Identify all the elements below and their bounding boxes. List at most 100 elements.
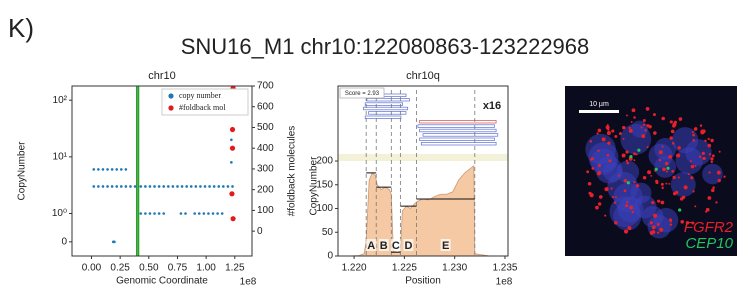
y-tick-label: 10²: [53, 95, 68, 106]
copy-number-point: [184, 212, 187, 215]
fgfr2-signal: [695, 165, 697, 167]
x-axis-label: Genomic Coordinate: [116, 276, 208, 287]
fgfr2-signal: [598, 202, 601, 205]
fgfr2-signal: [643, 124, 645, 126]
fgfr2-signal: [629, 127, 631, 129]
fgfr2-signal: [622, 154, 626, 158]
y2-tick-label: 0: [257, 226, 263, 237]
fgfr2-signal: [588, 192, 591, 195]
copy-number-point: [216, 212, 219, 215]
figure: K) SNU16_M1 chr10:122080863-123222968 ch…: [0, 0, 742, 289]
fgfr2-signal: [661, 183, 664, 186]
copy-number-point: [158, 212, 161, 215]
fgfr2-signal: [657, 200, 660, 203]
y2-tick-label: 400: [257, 143, 274, 154]
fgfr2-signal: [644, 129, 646, 131]
cep10-signal: [627, 181, 630, 184]
probe-label: FGFR2: [684, 219, 734, 236]
y2-tick-label: 300: [257, 164, 274, 175]
y-axis-label: CopyNumber: [17, 141, 28, 201]
fgfr2-signal: [710, 157, 713, 160]
fgfr2-signal: [692, 134, 695, 137]
fgfr2-signal: [632, 211, 635, 214]
fgfr2-signal: [607, 128, 609, 130]
cep10-signal: [655, 168, 658, 171]
fgfr2-signal: [708, 171, 710, 173]
fgfr2-signal: [598, 164, 601, 167]
fgfr2-signal: [710, 139, 713, 142]
copy-number-point: [125, 168, 128, 171]
copy-number-point: [227, 185, 230, 188]
fgfr2-signal: [598, 129, 602, 133]
fgfr2-signal: [712, 154, 715, 157]
fgfr2-signal: [662, 146, 664, 148]
fgfr2-signal: [665, 183, 667, 185]
fgfr2-signal: [586, 170, 589, 173]
fgfr2-signal: [643, 119, 646, 122]
copy-number-point: [125, 185, 128, 188]
read-schematic: [420, 138, 495, 141]
fgfr2-signal: [626, 114, 628, 116]
fgfr2-signal: [615, 196, 617, 198]
fgfr2-signal: [661, 201, 665, 205]
legend-label: copy number: [179, 91, 221, 100]
fgfr2-signal: [695, 127, 697, 129]
fgfr2-signal: [670, 120, 673, 123]
copy-number-point: [120, 168, 123, 171]
fgfr2-signal: [606, 154, 609, 157]
fgfr2-signal: [633, 152, 636, 155]
fgfr2-signal: [636, 184, 639, 187]
x-offset-label: 1e8: [240, 277, 257, 288]
fgfr2-signal: [657, 223, 660, 226]
fgfr2-signal: [653, 214, 657, 218]
fgfr2-signal: [669, 155, 672, 158]
copy-number-point: [199, 185, 202, 188]
fgfr2-signal: [626, 150, 629, 153]
fgfr2-signal: [715, 201, 717, 203]
fgfr2-signal: [608, 159, 611, 162]
fgfr2-signal: [595, 206, 599, 210]
scale-bar: [579, 110, 619, 113]
copy-number-point: [221, 212, 224, 215]
fgfr2-signal: [624, 179, 627, 182]
fgfr2-signal: [624, 189, 627, 192]
y2-tick-label: 200: [257, 184, 274, 195]
x-tick-label: 1.225: [392, 263, 417, 274]
fgfr2-signal: [711, 161, 713, 163]
fgfr2-signal: [599, 195, 603, 199]
read-schematic: [365, 116, 401, 119]
x-tick-label: 1.235: [492, 263, 517, 274]
fgfr2-signal: [596, 132, 598, 134]
fgfr2-signal: [629, 206, 633, 210]
fgfr2-signal: [610, 187, 612, 189]
segment-label: C: [392, 240, 400, 252]
copy-number-point: [158, 185, 161, 188]
fgfr2-signal: [626, 204, 628, 206]
fgfr2-signal: [665, 162, 668, 165]
fgfr2-signal: [672, 142, 675, 145]
copy-number-point: [97, 168, 100, 171]
fgfr2-signal: [590, 159, 592, 161]
fgfr2-signal: [662, 168, 666, 172]
fgfr2-signal: [709, 153, 711, 155]
fgfr2-signal: [627, 226, 631, 230]
figure-title: SNU16_M1 chr10:122080863-123222968: [181, 34, 590, 59]
fgfr2-signal: [690, 160, 692, 162]
read-schematic: [423, 134, 498, 137]
cep10-signal: [678, 208, 681, 211]
fgfr2-signal: [707, 196, 711, 200]
copy-number-point: [111, 185, 114, 188]
copy-number-point: [230, 161, 233, 164]
fgfr2-signal: [675, 191, 678, 194]
fgfr2-signal: [619, 132, 622, 135]
legend-label: #foldback mol: [179, 103, 226, 112]
copy-number-point: [139, 185, 142, 188]
copy-number-point: [92, 185, 95, 188]
read-schematic: [418, 125, 495, 128]
fgfr2-signal: [592, 167, 595, 170]
fgfr2-signal: [653, 131, 657, 135]
fgfr2-signal: [626, 160, 628, 162]
fgfr2-signal: [661, 117, 665, 121]
x-tick-label: 1.00: [196, 263, 216, 274]
fgfr2-signal: [657, 232, 659, 234]
